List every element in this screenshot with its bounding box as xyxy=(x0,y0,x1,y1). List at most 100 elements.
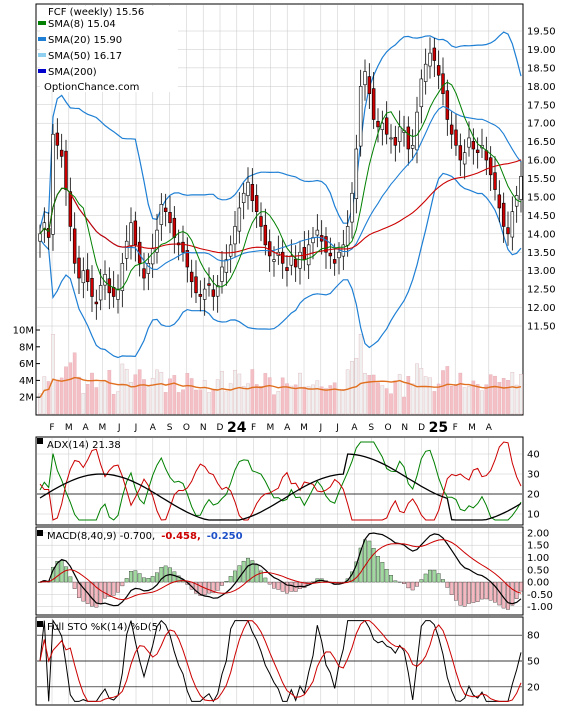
macd-hist-bar xyxy=(276,581,281,590)
price-tick-label: 13.00 xyxy=(527,266,556,277)
macd-hist-bar xyxy=(510,581,515,606)
macd-hist-bar xyxy=(354,561,359,583)
date-tick-label: A xyxy=(486,423,493,433)
price-tick-label: 12.50 xyxy=(527,285,556,296)
candle-body xyxy=(194,276,198,294)
volume-bar xyxy=(94,387,99,415)
volume-bar xyxy=(458,372,463,415)
sub-tick-label: 10 xyxy=(527,510,540,521)
macd-hist-bar xyxy=(228,576,233,583)
volume-bar xyxy=(194,389,198,415)
volume-bar xyxy=(415,363,419,415)
candle-body xyxy=(471,141,476,150)
candle-body xyxy=(46,227,51,238)
macd-hist-bar xyxy=(220,581,224,586)
macd-title-signal: -0.458, xyxy=(161,531,201,542)
macd-hist-bar xyxy=(272,581,276,589)
volume-bar xyxy=(211,389,216,415)
volume-bar xyxy=(311,384,315,415)
volume-bar xyxy=(328,385,333,415)
volume-bar xyxy=(514,384,519,415)
adx-title: ADX(14) 21.38 xyxy=(47,440,121,451)
sub-tick-label: -1.00 xyxy=(527,602,553,613)
candle-body xyxy=(328,252,333,257)
volume-bar xyxy=(150,378,155,415)
sub-tick-label: -0.50 xyxy=(527,590,553,601)
macd-hist-bar xyxy=(246,557,250,583)
date-tick-label: J xyxy=(318,423,322,433)
candle-body xyxy=(389,137,393,140)
price-tick-label: 14.50 xyxy=(527,211,556,222)
macd-hist-bar xyxy=(363,539,367,583)
macd-hist-bar xyxy=(224,580,229,583)
sub-tick-label: 0.50 xyxy=(527,565,549,576)
candle-body xyxy=(228,244,233,257)
candle-body xyxy=(202,288,207,300)
macd-hist-bar xyxy=(120,581,125,587)
candle-body xyxy=(250,184,255,201)
volume-bar xyxy=(497,382,502,415)
date-tick-label: N xyxy=(200,423,207,433)
sub-tick-label: 1.50 xyxy=(527,541,549,552)
volume-bar xyxy=(237,373,242,415)
date-tick-label: 24 xyxy=(227,420,247,436)
candle-body xyxy=(241,192,246,203)
ticker-label: FCF (weekly) 15.56 xyxy=(48,7,144,18)
macd-hist-bar xyxy=(215,581,220,591)
volume-bar xyxy=(224,391,229,415)
candle-body xyxy=(59,149,64,157)
candle-body xyxy=(488,157,493,176)
candle-body xyxy=(94,301,99,305)
lower-band-line xyxy=(39,172,522,359)
watermark: OptionChance.com xyxy=(44,82,139,93)
volume-bar xyxy=(345,369,350,415)
candle-body xyxy=(315,229,320,236)
macd-hist-bar xyxy=(211,581,216,594)
candle-body xyxy=(42,222,47,230)
volume-bar xyxy=(228,383,233,415)
volume-bar xyxy=(441,370,445,415)
macd-line xyxy=(39,532,522,607)
candle-body xyxy=(38,233,42,242)
candle-body xyxy=(254,195,259,212)
price-tick-label: 17.50 xyxy=(527,100,556,111)
candle-body xyxy=(371,88,376,120)
volume-bar xyxy=(55,379,60,415)
candle-body xyxy=(81,270,86,284)
macd-hist-bar xyxy=(163,565,168,583)
macd-hist-bar xyxy=(259,570,263,583)
legend-label-sma200: SMA(200) xyxy=(48,67,97,78)
volume-bar xyxy=(363,373,367,415)
volume-bar xyxy=(302,386,307,415)
macd-hist-bar xyxy=(285,581,289,594)
date-axis-labels: F M A M J J A S O N D 24 F M A M J J A S O N D 25 F M A xyxy=(49,420,492,436)
volume-bar xyxy=(510,372,515,415)
macd-hist-bar xyxy=(480,581,484,600)
macd-hist-bar xyxy=(68,576,73,583)
candle-body xyxy=(467,137,471,148)
macd-hist-bar xyxy=(454,581,458,601)
volume-bar xyxy=(241,386,246,415)
volume-bar xyxy=(406,376,411,415)
candle-body xyxy=(497,194,502,209)
price-panel: 19.50 19.00 18.50 18.00 17.50 17.00 16.50 16.00… xyxy=(13,3,556,704)
legend-bg xyxy=(40,6,178,92)
candle-body xyxy=(159,204,164,225)
price-tick-label: 15.00 xyxy=(527,192,556,203)
sub-tick-label: 1.00 xyxy=(527,553,549,564)
price-tick-label: 19.00 xyxy=(527,45,556,56)
macd-hist-bar xyxy=(423,573,428,583)
macd-hist-bar xyxy=(124,578,129,583)
candle-body xyxy=(501,202,506,227)
macd-histogram xyxy=(38,539,523,610)
volume-bar xyxy=(402,396,406,415)
volume-bar xyxy=(380,385,385,415)
candle-body xyxy=(120,263,125,291)
candle-body xyxy=(410,145,415,149)
price-tick-label: 11.50 xyxy=(527,322,556,333)
macd-hist-bar xyxy=(376,556,380,583)
volume-bar xyxy=(207,392,211,415)
macd-hist-bar xyxy=(237,565,242,583)
candle-body xyxy=(207,283,211,286)
